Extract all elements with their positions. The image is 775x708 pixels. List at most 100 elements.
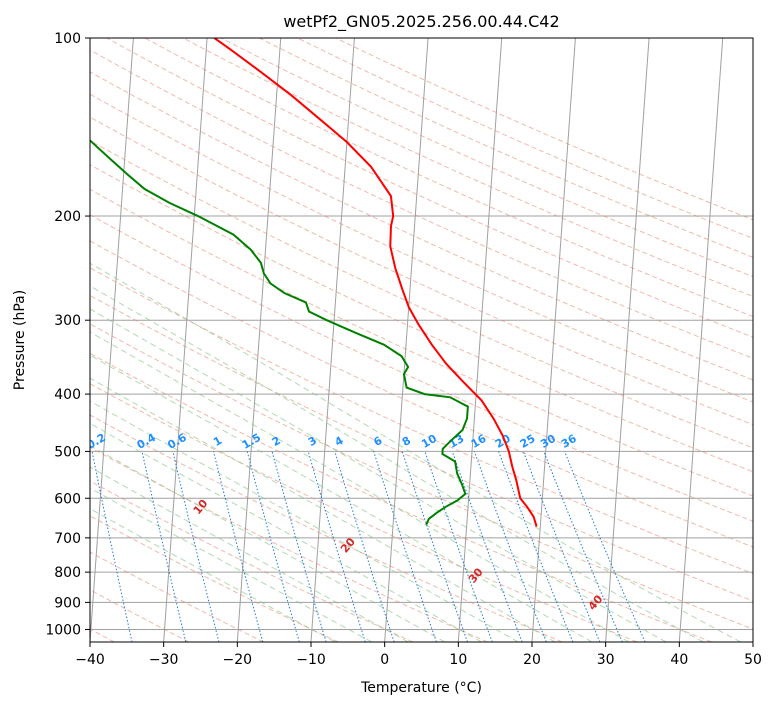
mixing-ratio-line	[213, 451, 264, 642]
dry-adiabat-line	[90, 116, 753, 426]
isotherm-line	[236, 38, 282, 642]
x-tick-label: 30	[597, 652, 615, 668]
y-tick-label: 900	[54, 595, 81, 611]
dry-adiabat-line	[297, 38, 753, 239]
dry-adiabat-line	[90, 164, 753, 473]
isotherm-line	[457, 38, 503, 642]
moist-adiabat-label: 30	[466, 565, 486, 585]
moist-adiabat-line	[90, 262, 742, 642]
moist-adiabat-line	[90, 466, 409, 642]
dry-adiabat-line	[90, 140, 753, 449]
mixing-ratio-line	[246, 451, 300, 642]
dewpoint-profile-line	[90, 139, 469, 526]
mixing-ratio-label: 25	[518, 432, 538, 451]
x-tick-label: −10	[296, 652, 326, 668]
dry-adiabat-line	[259, 38, 753, 258]
x-tick-label: −20	[223, 652, 253, 668]
y-tick-label: 300	[54, 313, 81, 329]
x-tick-label: 20	[523, 652, 541, 668]
dry-adiabat-line	[90, 240, 753, 548]
dry-adiabat-line	[335, 38, 753, 221]
y-tick-label: 1000	[45, 622, 81, 638]
mixing-ratio-line	[271, 451, 327, 642]
isotherm-line	[678, 38, 724, 642]
mixing-ratio-line	[564, 451, 646, 642]
x-tick-label: 40	[670, 652, 688, 668]
mixing-ratio-label: 36	[559, 432, 579, 451]
x-axis-label: Temperature (°C)	[360, 680, 482, 696]
chart-title: wetPf2_GN05.2025.256.00.44.C42	[283, 12, 559, 32]
x-tick-label: −40	[75, 652, 105, 668]
y-tick-label: 200	[54, 209, 81, 225]
mixing-ratio-line	[172, 451, 220, 642]
plot-frame	[89, 37, 754, 643]
isotherm-line	[90, 38, 134, 642]
dry-adiabat-line	[90, 71, 753, 381]
moist-adiabat-line	[90, 508, 336, 642]
x-tick-label: −30	[149, 652, 179, 668]
dry-adiabat-line	[90, 515, 339, 642]
mixing-ratio-line	[543, 451, 623, 642]
dry-adiabat-line	[90, 49, 753, 359]
moist-adiabat-line	[90, 400, 519, 642]
y-tick-label: 400	[54, 387, 81, 403]
mixing-ratio-label: 2	[270, 434, 283, 449]
moist-adiabat-label: 10	[191, 497, 211, 517]
dry-adiabat-line	[90, 323, 753, 630]
mixing-ratio-label: 0.6	[165, 431, 189, 452]
dry-adiabat-line	[90, 214, 753, 522]
mixing-ratio-label: 30	[538, 432, 558, 451]
dry-adiabat-line	[90, 352, 712, 642]
moist-adiabat-line	[90, 377, 556, 642]
x-axis: −40 −30 −20 −10 0 10 20 30 40 50	[75, 642, 762, 668]
dry-adiabat-line	[90, 414, 563, 642]
dry-adiabat-line	[106, 38, 753, 338]
y-tick-label: 700	[54, 531, 81, 547]
dry-adiabat-line	[144, 38, 753, 318]
mixing-ratio-line	[307, 451, 366, 642]
dry-adiabat-line	[221, 38, 753, 278]
mixing-ratio-label: 0.4	[135, 431, 159, 452]
y-tick-label: 800	[54, 565, 81, 581]
dry-adiabat-line	[90, 589, 190, 642]
y-tick-label: 500	[54, 444, 81, 460]
mixing-ratio-line	[141, 451, 187, 642]
mixing-ratio-line	[373, 451, 437, 642]
isotherm-line	[752, 635, 753, 642]
dry-adiabat-line	[90, 93, 753, 403]
isotherm-line	[605, 38, 650, 642]
dry-adiabat-line	[90, 267, 753, 575]
mixing-ratio-line	[498, 451, 574, 642]
mixing-ratio-line	[473, 451, 547, 642]
moist-adiabat-line	[90, 331, 630, 642]
x-tick-label: 0	[380, 652, 389, 668]
moist-adiabat-line	[90, 422, 482, 642]
mixing-ratio-label: 6	[371, 434, 384, 449]
mixing-ratio-line	[522, 451, 601, 642]
y-axis: 100 200 300 400 500 600 700 800 900 1000	[45, 31, 90, 638]
mixing-ratio-label: 3	[306, 434, 319, 449]
y-axis-label: Pressure (hPa)	[12, 290, 28, 390]
x-tick-label: 10	[449, 652, 467, 668]
temperature-profile-line	[213, 38, 538, 527]
isotherm-line	[384, 38, 429, 642]
dry-adiabat-line	[90, 188, 753, 497]
y-tick-label: 100	[54, 31, 81, 47]
moist-adiabat-line	[90, 354, 593, 642]
moist-adiabat-line	[90, 285, 704, 642]
isotherm-line	[531, 38, 576, 642]
mixing-ratio-line	[401, 451, 468, 642]
mixing-ratio-label: 1	[211, 434, 224, 449]
mixing-ratio-label: 4	[333, 434, 346, 449]
y-tick-label: 600	[54, 491, 81, 507]
x-tick-label: 50	[744, 652, 762, 668]
mixing-ratio-line	[334, 451, 395, 642]
mixing-ratio-line	[91, 451, 133, 642]
mixing-ratio-line	[451, 451, 523, 642]
moist-adiabat-line	[90, 487, 373, 642]
mixing-ratio-line	[424, 451, 493, 642]
dry-adiabat-line	[90, 294, 753, 602]
moist-adiabat-label: 40	[586, 592, 606, 612]
